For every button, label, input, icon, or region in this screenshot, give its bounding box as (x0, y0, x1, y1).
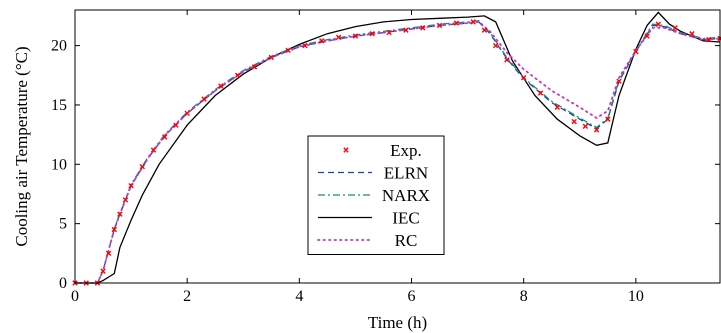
data-point (537, 90, 544, 96)
data-point (128, 182, 134, 189)
y-tick-label: 10 (51, 156, 67, 173)
y-tick-label: 20 (51, 38, 67, 55)
data-point (117, 211, 123, 217)
legend-item-rc: RC (317, 231, 418, 250)
y-tick-label: 5 (59, 216, 67, 233)
data-point (420, 25, 426, 31)
data-point (616, 78, 622, 84)
data-point (554, 104, 561, 111)
y-axis-label: Cooling air Temperature (°C) (12, 46, 31, 246)
data-point (302, 42, 308, 49)
x-tick-label: 4 (295, 288, 303, 305)
data-point (582, 123, 589, 130)
x-tick-label: 2 (183, 288, 191, 305)
data-point (201, 96, 207, 102)
data-point (352, 33, 359, 39)
data-point (122, 197, 129, 203)
legend-item-iec: IEC (318, 209, 420, 228)
legend-item-elrn: ELRN (318, 164, 428, 183)
data-point (162, 134, 168, 140)
data-point (655, 21, 661, 27)
x-tick-label: 0 (71, 288, 79, 305)
data-point (571, 118, 577, 125)
legend-marker (343, 147, 349, 153)
data-point (436, 22, 443, 29)
x-axis-ticks: 0 2 4 6 8 10 (71, 10, 644, 305)
data-point (672, 25, 678, 31)
data-point (150, 147, 157, 153)
data-point (369, 31, 375, 37)
data-point (504, 57, 510, 63)
y-tick-label: 0 (59, 275, 67, 292)
x-tick-label: 8 (520, 288, 528, 305)
data-point (403, 27, 409, 33)
data-point (100, 268, 106, 274)
data-point (105, 250, 112, 257)
series-layer (72, 11, 721, 286)
data-point (139, 163, 145, 170)
data-point (173, 122, 179, 128)
data-point (335, 34, 342, 40)
data-point (234, 72, 241, 78)
data-point (218, 83, 224, 89)
data-point (644, 33, 650, 39)
series-line-rc (74, 20, 721, 284)
data-point (605, 116, 611, 122)
data-point (111, 226, 117, 233)
legend-label: RC (395, 231, 418, 250)
data-point (492, 42, 499, 49)
data-point (453, 20, 460, 26)
data-point (633, 48, 639, 55)
data-point (689, 31, 695, 37)
data-point (470, 19, 476, 25)
legend: Exp. ELRN NARX IEC RC (307, 135, 445, 255)
x-tick-label: 10 (628, 288, 644, 305)
series-iec (75, 11, 721, 284)
data-point (184, 110, 190, 116)
data-point (386, 29, 392, 36)
data-point (319, 38, 325, 44)
legend-label: NARX (382, 186, 430, 205)
data-point (593, 127, 600, 133)
plot-frame (74, 9, 721, 284)
data-point (268, 54, 274, 61)
data-point (285, 47, 291, 54)
data-point (251, 64, 258, 70)
legend-item-narx: NARX (318, 186, 430, 205)
legend-label: Exp. (390, 141, 422, 160)
series-line-iec (75, 11, 721, 284)
data-point (706, 36, 712, 43)
legend-item-exp: Exp. (343, 141, 422, 160)
y-axis-ticks: 0 5 10 15 20 (51, 38, 720, 292)
legend-box (307, 135, 445, 255)
legend-label: ELRN (384, 164, 428, 183)
legend-label: IEC (392, 209, 419, 228)
series-rc (74, 20, 721, 284)
y-tick-label: 15 (51, 97, 67, 114)
data-point (481, 27, 488, 33)
series-exp (72, 19, 721, 286)
data-point (521, 74, 527, 81)
x-axis-label: Time (h) (368, 313, 427, 332)
x-tick-label: 6 (408, 288, 416, 305)
